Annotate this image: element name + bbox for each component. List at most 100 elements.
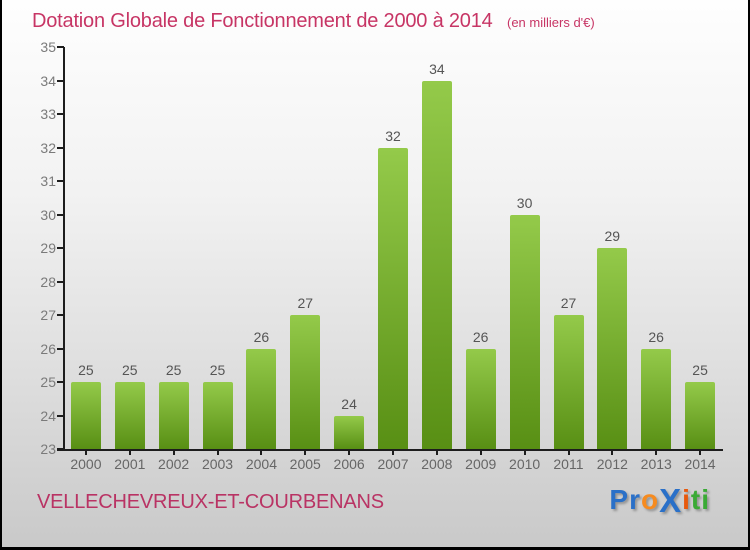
bar-value-label: 25 — [165, 362, 182, 378]
x-axis-tick-label: 2008 — [421, 456, 453, 472]
y-axis-tick — [57, 79, 64, 82]
bar-2012 — [597, 248, 628, 449]
y-axis-tick-label: 32 — [40, 139, 56, 156]
x-axis-tick — [523, 451, 526, 455]
bar-2009 — [465, 348, 496, 449]
bar-2001 — [114, 382, 145, 449]
chart-title: Dotation Globale de Fonctionnement de 20… — [32, 10, 493, 32]
bar-value-label: 25 — [692, 362, 708, 378]
y-axis-tick-label: 31 — [40, 173, 56, 189]
y-axis-tick — [57, 180, 64, 182]
logo-letter: t — [690, 484, 702, 515]
x-axis-tick — [84, 451, 87, 455]
x-axis-tick — [172, 451, 175, 455]
logo-letter: o — [640, 484, 660, 515]
y-axis-tick — [57, 213, 64, 216]
y-axis-tick — [57, 146, 64, 149]
y-axis-tick-label: 34 — [40, 72, 56, 89]
y-axis-tick — [57, 414, 64, 417]
logo-letter: r — [629, 484, 641, 515]
bar-value-label: 32 — [385, 127, 401, 144]
x-axis-tick-label: 2013 — [640, 456, 672, 472]
bar-2013 — [641, 348, 672, 449]
y-axis-tick-label: 23 — [40, 441, 56, 457]
x-axis-tick — [655, 451, 658, 455]
bar-value-label: 25 — [122, 362, 138, 378]
x-axis-tick — [567, 451, 570, 455]
y-axis-tick — [57, 46, 64, 48]
bar-2005 — [290, 315, 321, 449]
bar-value-label: 25 — [78, 362, 94, 378]
x-axis-tick — [128, 451, 131, 455]
x-axis-tick — [304, 451, 307, 455]
x-axis-tick-label: 2002 — [158, 456, 190, 472]
bar-value-label: 24 — [341, 395, 357, 412]
x-axis-tick — [699, 451, 702, 455]
bar-value-label: 25 — [209, 362, 226, 378]
bar-value-label: 26 — [472, 328, 489, 345]
x-axis-tick-label: 2009 — [465, 456, 497, 472]
y-axis-tick-label: 28 — [40, 273, 56, 290]
x-axis-tick — [260, 451, 263, 455]
logo-letter: i — [682, 484, 691, 515]
y-axis-tick — [57, 247, 64, 249]
bar-2004 — [246, 348, 277, 449]
bar-2003 — [202, 382, 233, 449]
bar-2007 — [378, 147, 408, 449]
x-axis-tick — [216, 451, 219, 455]
x-axis-tick-label: 2011 — [553, 456, 584, 472]
y-axis-tick — [57, 280, 64, 283]
y-axis-tick-label: 24 — [40, 407, 56, 424]
x-axis-tick-label: 2001 — [114, 456, 146, 472]
bar-2000 — [70, 382, 101, 449]
x-axis-tick-label: 2004 — [245, 456, 278, 472]
x-axis-tick-label: 2012 — [596, 456, 628, 472]
commune-name: VELLECHEVREUX-ET-COURBENANS — [37, 491, 384, 513]
y-axis-tick-label: 33 — [40, 106, 56, 122]
x-axis-line — [57, 449, 723, 451]
bar-value-label: 26 — [648, 328, 664, 345]
y-axis-tick — [57, 381, 64, 383]
x-axis-tick-label: 2014 — [684, 456, 716, 472]
x-axis-tick-label: 2003 — [201, 456, 234, 472]
proxiti-logo[interactable]: ProXiti — [609, 482, 710, 519]
y-axis-tick-label: 27 — [40, 307, 56, 323]
x-axis-tick-label: 2000 — [70, 456, 102, 472]
y-axis-tick-label: 26 — [40, 340, 56, 357]
y-axis-line — [63, 47, 65, 451]
x-axis-tick — [348, 451, 351, 455]
bar-value-label: 26 — [253, 328, 270, 345]
x-axis-tick — [435, 451, 438, 455]
logo-letter: P — [609, 484, 630, 515]
bar-2011 — [553, 315, 584, 449]
bar-value-label: 27 — [297, 295, 314, 311]
bar-value-label: 27 — [560, 295, 577, 311]
bar-value-label: 29 — [604, 228, 621, 244]
y-axis-tick-label: 35 — [40, 39, 56, 55]
x-axis-tick-label: 2005 — [289, 456, 321, 472]
y-axis-tick-label: 25 — [40, 374, 56, 390]
x-axis-tick-label: 2007 — [377, 456, 409, 472]
x-axis-tick-label: 2010 — [509, 456, 541, 472]
y-axis-tick — [57, 113, 64, 115]
x-axis-tick — [479, 451, 482, 455]
bar-2002 — [158, 382, 189, 449]
x-axis-tick — [611, 451, 614, 455]
x-axis-tick — [392, 451, 394, 455]
y-axis-tick — [57, 347, 64, 350]
y-axis-tick — [57, 314, 64, 316]
logo-letter: i — [701, 484, 710, 515]
bar-2010 — [509, 214, 540, 449]
chart-subtitle: (en milliers d'€) — [507, 15, 595, 30]
bar-2008 — [421, 80, 452, 449]
x-axis-tick-label: 2006 — [333, 456, 365, 472]
bar-value-label: 34 — [429, 60, 445, 77]
bar-value-label: 30 — [516, 194, 533, 211]
bar-2014 — [685, 382, 716, 449]
title-row: Dotation Globale de Fonctionnement de 20… — [32, 10, 595, 33]
bar-2006 — [334, 415, 365, 449]
logo-letter: X — [659, 482, 683, 519]
y-axis-tick-label: 30 — [40, 206, 56, 223]
